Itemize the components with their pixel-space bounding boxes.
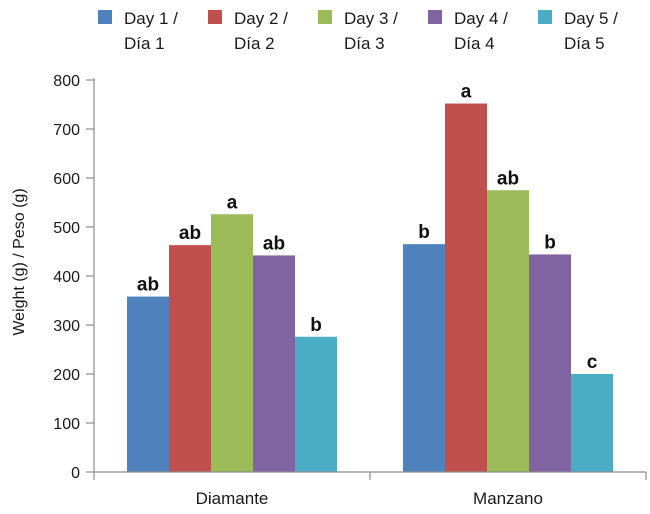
legend-item: Day 1 / Día 1 bbox=[98, 9, 178, 53]
significance-label: a bbox=[227, 192, 238, 213]
significance-label: ab bbox=[179, 223, 201, 244]
y-axis-label: Weight (g) / Peso (g) bbox=[11, 188, 28, 335]
legend-swatch bbox=[538, 10, 552, 24]
legend-label-line2: Día 3 bbox=[344, 34, 385, 53]
legend-swatch bbox=[318, 10, 332, 24]
legend-label-line2: Día 1 bbox=[124, 34, 165, 53]
legend-label-line1: Day 3 / bbox=[344, 9, 398, 28]
bar bbox=[211, 214, 253, 472]
y-tick-label: 500 bbox=[53, 220, 80, 237]
y-tick-label: 700 bbox=[53, 122, 80, 139]
y-tick-label: 800 bbox=[53, 73, 80, 90]
significance-label: b bbox=[544, 232, 556, 253]
legend-swatch bbox=[428, 10, 442, 24]
y-tick-label: 300 bbox=[53, 318, 80, 335]
significance-label: c bbox=[587, 352, 598, 373]
legend-item: Day 2 / Día 2 bbox=[208, 9, 288, 53]
legend-swatch bbox=[208, 10, 222, 24]
significance-label: b bbox=[310, 315, 322, 336]
bar bbox=[487, 190, 529, 472]
bar bbox=[253, 255, 295, 472]
legend-label-line2: Día 5 bbox=[564, 34, 605, 53]
bar bbox=[445, 103, 487, 473]
significance-label: b bbox=[418, 222, 430, 243]
significance-label: ab bbox=[263, 233, 285, 254]
significance-labels: ab ab a ab b b a ab b c bbox=[137, 82, 598, 373]
y-tick-label: 200 bbox=[53, 367, 80, 384]
bar bbox=[295, 336, 337, 472]
legend-item: Day 3 / Día 3 bbox=[318, 9, 398, 53]
y-tick-label: 100 bbox=[53, 416, 80, 433]
y-tick-label: 400 bbox=[53, 269, 80, 286]
x-category-label: Diamante bbox=[196, 489, 269, 508]
significance-label: ab bbox=[497, 168, 519, 189]
legend-label-line2: Día 2 bbox=[234, 34, 275, 53]
legend-label-line1: Day 1 / bbox=[124, 9, 178, 28]
y-tick-label: 600 bbox=[53, 171, 80, 188]
significance-label: ab bbox=[137, 275, 159, 296]
bar bbox=[403, 244, 445, 472]
bar bbox=[169, 245, 211, 472]
bars bbox=[127, 103, 613, 473]
legend-swatch bbox=[98, 10, 112, 24]
bar bbox=[529, 254, 571, 472]
x-category-label: Manzano bbox=[473, 489, 543, 508]
legend-item: Day 5 / Día 5 bbox=[538, 9, 618, 53]
legend-label-line1: Day 2 / bbox=[234, 9, 288, 28]
legend-item: Day 4 / Día 4 bbox=[428, 9, 508, 53]
y-tick-label: 0 bbox=[71, 465, 80, 482]
bar bbox=[127, 296, 169, 472]
bar bbox=[571, 374, 613, 472]
x-axis: Diamante Manzano bbox=[93, 471, 647, 508]
legend-label-line1: Day 4 / bbox=[454, 9, 508, 28]
y-axis: 0 100 200 300 400 500 600 700 800 bbox=[53, 73, 95, 482]
significance-label: a bbox=[461, 82, 472, 103]
legend-label-line1: Day 5 / bbox=[564, 9, 618, 28]
legend-label-line2: Día 4 bbox=[454, 34, 495, 53]
